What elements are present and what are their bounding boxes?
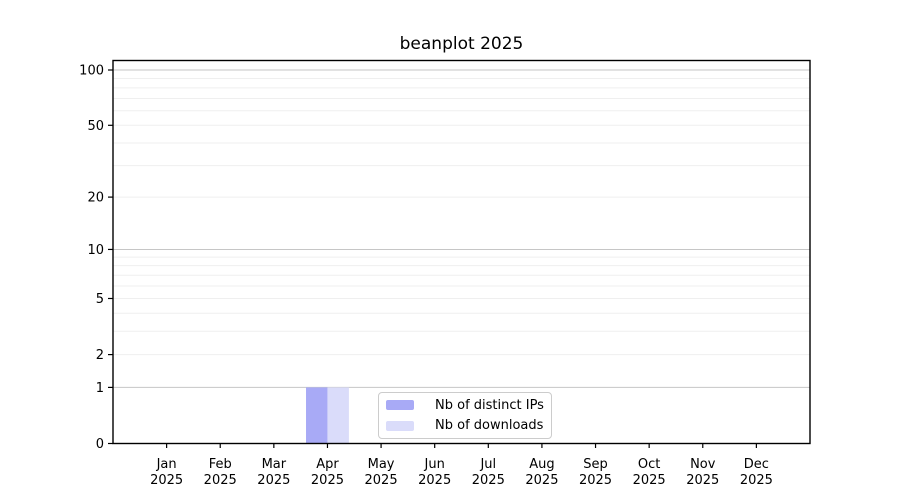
x-tick-label-month-feb: Feb [209, 457, 232, 472]
y-tick-label-100: 100 [79, 64, 104, 79]
x-tick-label-month-may: May [368, 457, 395, 472]
x-tick-label-month-jun: Jun [424, 457, 445, 472]
x-tick-label-month-nov: Nov [690, 457, 716, 472]
x-tick-label-year-jan: 2025 [150, 473, 183, 488]
y-tick-label-20: 20 [87, 191, 104, 206]
x-tick-label-year-feb: 2025 [204, 473, 237, 488]
x-tick-label-year-may: 2025 [365, 473, 398, 488]
x-tick-label-month-jul: Jul [479, 457, 496, 472]
legend-label-downloads: Nb of downloads [435, 418, 544, 434]
legend-item-downloads: Nb of downloads [386, 416, 545, 436]
y-tick-label-10: 10 [87, 243, 104, 258]
x-tick-label-year-apr: 2025 [311, 473, 344, 488]
x-tick-label-month-aug: Aug [529, 457, 554, 472]
legend-item-distinct-ips: Nb of distinct IPs [386, 395, 545, 415]
x-tick-label-month-sep: Sep [583, 457, 608, 472]
x-tick-label-year-dec: 2025 [740, 473, 773, 488]
axes-spines [112, 59, 811, 445]
x-tick-label-year-aug: 2025 [525, 473, 558, 488]
bar-nb-of-downloads-apr [327, 387, 349, 444]
x-tick-label-year-nov: 2025 [686, 473, 719, 488]
legend-swatch-distinct-ips [386, 400, 414, 411]
x-tick-label-month-jan: Jan [156, 457, 177, 472]
legend-swatch-downloads [386, 420, 414, 431]
x-tick-label-year-sep: 2025 [579, 473, 612, 488]
y-tick-label-0: 0 [96, 437, 104, 452]
x-tick-label-month-oct: Oct [638, 457, 660, 472]
x-tick-label-year-jun: 2025 [418, 473, 451, 488]
bar-nb-of-distinct-ips-apr [306, 387, 328, 444]
x-tick-label-year-mar: 2025 [257, 473, 290, 488]
y-tick-label-2: 2 [96, 348, 104, 363]
x-tick-label-month-mar: Mar [262, 457, 287, 472]
y-tick-label-5: 5 [96, 292, 104, 307]
x-tick-label-year-jul: 2025 [472, 473, 505, 488]
x-tick-label-month-apr: Apr [316, 457, 339, 472]
x-tick-label-month-dec: Dec [744, 457, 769, 472]
y-tick-label-50: 50 [87, 119, 104, 134]
legend: Nb of distinct IPs Nb of downloads [378, 392, 552, 439]
chart-title: beanplot 2025 [399, 34, 524, 54]
legend-label-distinct-ips: Nb of distinct IPs [435, 397, 544, 413]
x-tick-label-year-oct: 2025 [633, 473, 666, 488]
y-tick-label-1: 1 [96, 381, 104, 396]
